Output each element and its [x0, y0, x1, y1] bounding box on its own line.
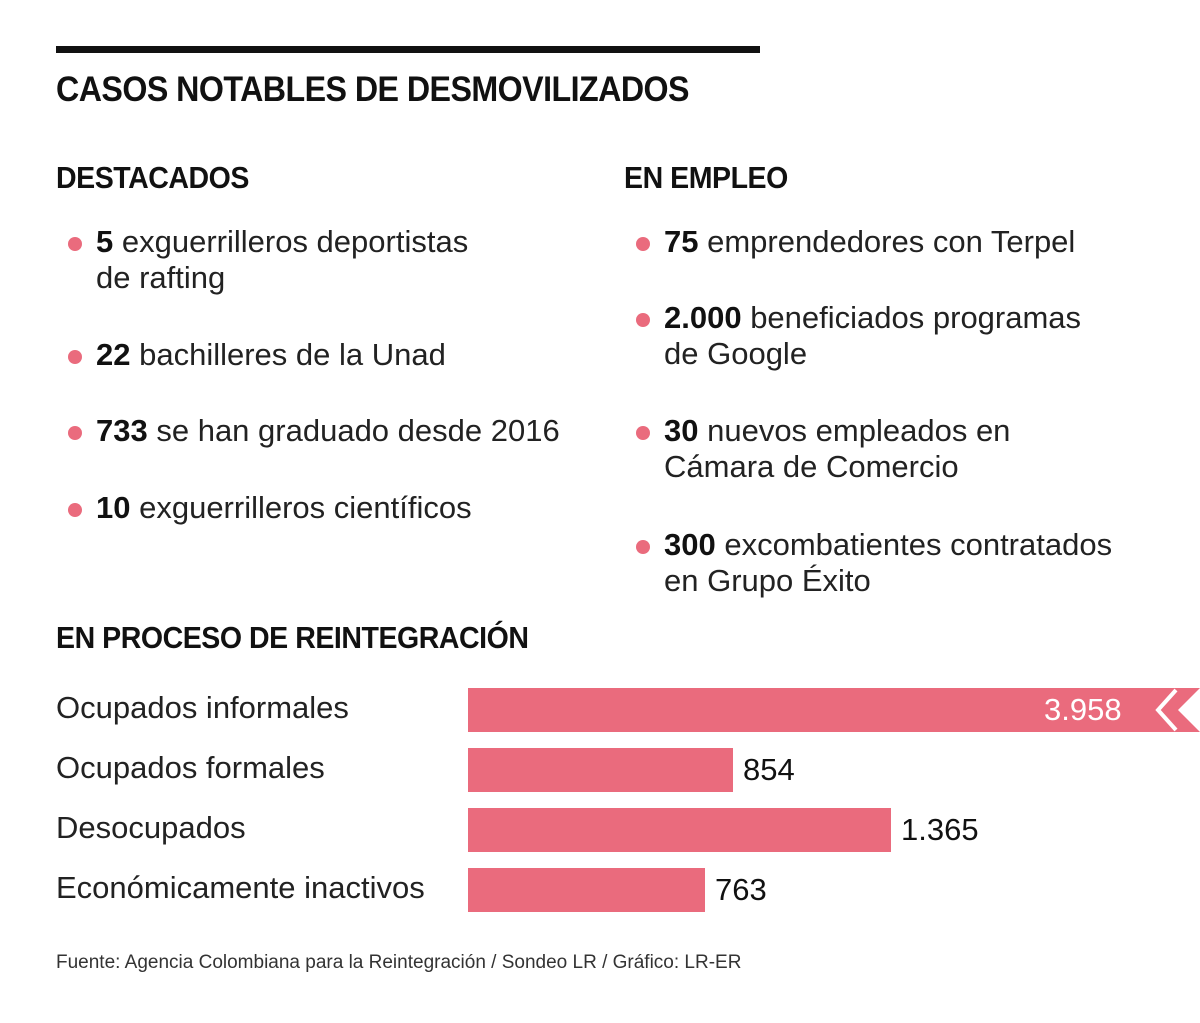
bullet-dot-icon: [636, 237, 650, 251]
bullet-dot-icon: [68, 237, 82, 251]
empleo-heading: EN EMPLEO: [624, 160, 788, 195]
empleo-item: 30 nuevos empleados en Cámara de Comerci…: [636, 413, 1011, 485]
bar-value-label: 854: [743, 752, 795, 787]
bullet-dot-icon: [68, 350, 82, 364]
bullet-dot-icon: [636, 426, 650, 440]
chart-title: EN PROCESO DE REINTEGRACIÓN: [56, 620, 529, 655]
empleo-item: 75 emprendedores con Terpel: [636, 224, 1076, 260]
item-number: 733: [96, 413, 148, 448]
bar: [468, 808, 891, 852]
item-number: 30: [664, 413, 699, 448]
bar-category-label: Ocupados informales: [56, 690, 349, 725]
main-title: CASOS NOTABLES DE DESMOVILIZADOS: [56, 70, 689, 109]
item-text-line2: de rafting: [96, 260, 226, 295]
item-number: 5: [96, 224, 114, 259]
item-text-line2: Cámara de Comercio: [664, 449, 959, 484]
item-text: nuevos empleados en: [698, 413, 1011, 448]
bar-category-label: Ocupados formales: [56, 750, 325, 785]
bar-value-label: 3.958: [1044, 692, 1122, 727]
axis-break-icon: [1155, 688, 1200, 732]
item-text: emprendedores con Terpel: [698, 224, 1076, 259]
item-number: 22: [96, 337, 131, 372]
item-text: exguerrilleros científicos: [130, 490, 472, 525]
empleo-item: 2.000 beneficiados programas de Google: [636, 300, 1082, 372]
bar-category-label: Económicamente inactivos: [56, 870, 425, 905]
destacados-item: 5 exguerrilleros deportistas de rafting: [68, 224, 469, 296]
bar-value-label: 1.365: [901, 812, 979, 847]
bar-category-label: Desocupados: [56, 810, 246, 845]
empleo-item: 300 excombatientes contratados en Grupo …: [636, 527, 1113, 599]
item-text-line2: en Grupo Éxito: [664, 563, 871, 598]
item-number: 300: [664, 527, 716, 562]
item-text: beneficiados programas: [741, 300, 1082, 335]
item-number: 75: [664, 224, 699, 259]
bar-value-label: 763: [715, 872, 767, 907]
bar: [468, 868, 705, 912]
source-note: Fuente: Agencia Colombiana para la Reint…: [56, 952, 742, 973]
bullet-dot-icon: [636, 313, 650, 327]
bar: [468, 748, 733, 792]
destacados-item: 22 bachilleres de la Unad: [68, 337, 446, 373]
top-rule: [56, 46, 760, 53]
item-text: se han graduado desde 2016: [147, 413, 560, 448]
item-text: excombatientes contratados: [715, 527, 1113, 562]
bullet-dot-icon: [68, 426, 82, 440]
item-text-line2: de Google: [664, 336, 808, 371]
item-text: bachilleres de la Unad: [130, 337, 446, 372]
item-text: exguerrilleros deportistas: [113, 224, 469, 259]
item-number: 2.000: [664, 300, 742, 335]
bullet-dot-icon: [636, 540, 650, 554]
bar: [468, 688, 1200, 732]
destacados-item: 733 se han graduado desde 2016: [68, 413, 560, 449]
item-number: 10: [96, 490, 131, 525]
destacados-heading: DESTACADOS: [56, 160, 249, 195]
destacados-item: 10 exguerrilleros científicos: [68, 490, 472, 526]
bullet-dot-icon: [68, 503, 82, 517]
